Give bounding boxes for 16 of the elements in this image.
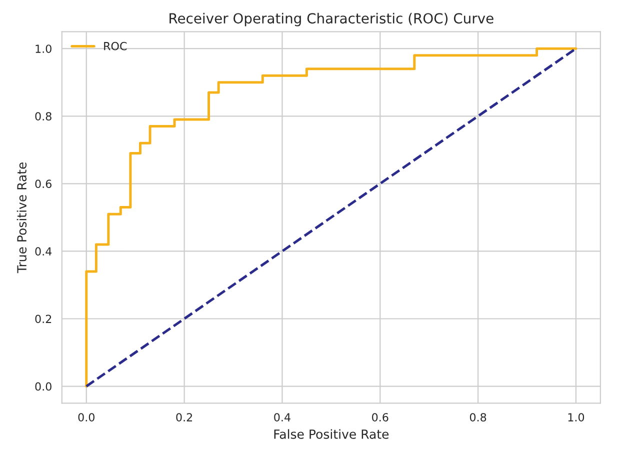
chart-title: Receiver Operating Characteristic (ROC) Curve [170,12,494,26]
y-tick-label: 0.2 [35,314,52,324]
x-tick-label: 1.0 [568,413,584,422]
y-tick-label: 0.4 [35,247,52,256]
y-axis-title: True Positive Rate [16,162,27,274]
x-tick-label: 0.6 [372,413,388,422]
legend-label: ROC [104,42,127,50]
y-tick-label: 0.6 [35,180,52,188]
y-tick-label: 0.0 [35,382,52,391]
x-axis-title: False Positive Rate [274,429,389,439]
y-tick-label: 0.8 [35,112,52,121]
x-tick-label: 0.0 [78,413,94,422]
x-tick-label: 0.4 [274,413,290,422]
y-tick-label: 1.0 [36,44,52,53]
x-tick-label: 0.8 [470,413,486,422]
x-tick-label: 0.2 [176,413,192,422]
